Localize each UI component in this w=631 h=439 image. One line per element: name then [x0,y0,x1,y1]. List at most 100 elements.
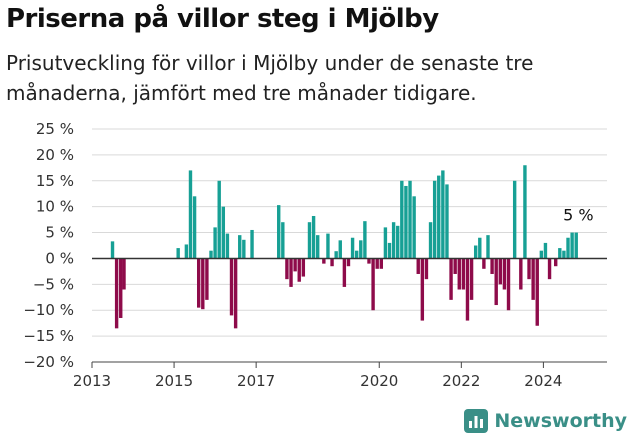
bar [424,258,429,280]
bar [184,244,189,259]
bar [453,258,457,274]
bar [400,180,404,259]
y-tick-label: 25 % [36,120,74,138]
bar [404,185,408,259]
bar [242,239,246,259]
bar [539,250,544,259]
bar [289,258,293,287]
bar [554,258,558,267]
bar [311,215,316,259]
bar [432,180,437,259]
bar [217,180,221,259]
x-tick-label: 2013 [73,372,111,390]
bar [375,258,379,269]
bar [322,258,326,264]
bar [367,258,371,264]
bar [301,258,306,277]
x-tick-label: 2017 [237,372,275,390]
y-tick-label: 20 % [36,146,74,164]
bar [119,258,123,318]
bar [512,180,517,259]
y-tick-label: −5 % [33,275,74,293]
newsworthy-logo: Newsworthy [464,409,627,433]
y-tick-label: −15 % [23,327,74,345]
bar [469,258,474,300]
bar [506,258,511,311]
bar-chart: −20 % −15 % −10 % −5 % 0 % 5 % 10 % 15 % 20 % 25 … [23,120,607,390]
bar [209,250,213,259]
bar [363,221,367,259]
bar [486,235,490,259]
bar [383,227,388,259]
bar [315,235,320,259]
bar [196,258,201,308]
y-tick-label: −20 % [23,353,74,371]
bar [574,232,578,259]
x-tick-label: 2024 [524,372,562,390]
bar [338,240,342,259]
y-tick-label: 0 % [45,249,74,267]
bar [277,205,281,259]
chart-logo-icon [464,409,489,433]
bar [293,258,297,272]
bar [391,222,396,259]
bar [307,222,312,259]
bar [482,258,486,269]
bar [437,175,441,259]
y-tick-label: −10 % [23,301,74,319]
bar [408,180,412,259]
bar [428,222,433,259]
bar [285,258,289,280]
bar [461,258,466,290]
chart-subtitle: Prisutveckling för villor i Mjölby under… [6,51,534,105]
bar [114,258,119,329]
bar [478,237,482,259]
bar [387,242,392,259]
bar [527,258,531,280]
bar [502,258,507,290]
bar [457,258,461,290]
bar [441,170,445,259]
bar [558,248,562,259]
y-axis: −20 % −15 % −10 % −5 % 0 % 5 % 10 % 15 % 20 % 25 … [23,120,74,371]
bar [412,196,416,259]
bar [188,170,193,259]
bar [449,258,453,300]
bar [543,242,548,259]
bars [110,165,578,329]
bar [523,165,527,259]
end-value-label: 5 % [563,206,593,225]
bar [566,237,570,259]
x-tick-label: 2022 [442,372,480,390]
bar [297,258,301,282]
x-axis: 2013 2015 2017 2020 2022 2024 [73,361,607,390]
bar [326,233,330,259]
bar [346,258,351,267]
bar [562,250,566,259]
bar [342,258,347,287]
y-tick-label: 15 % [36,172,74,190]
bar [350,237,355,259]
bar [225,233,230,259]
bar [379,258,384,269]
bar [201,258,205,310]
bar [416,258,420,274]
bar [221,206,226,259]
bar [213,227,217,259]
bar [110,241,115,259]
bar [238,235,242,259]
y-tick-label: 10 % [36,198,74,216]
bar [122,258,126,290]
bar [330,258,334,267]
bar [359,240,363,259]
bar [354,250,359,259]
bar [465,258,470,321]
bar [371,258,375,311]
bar [519,258,523,290]
bar [250,229,254,259]
bar [192,196,197,259]
x-tick-label: 2015 [155,372,193,390]
bar [547,258,552,280]
bar [233,258,238,329]
bar [396,225,400,259]
